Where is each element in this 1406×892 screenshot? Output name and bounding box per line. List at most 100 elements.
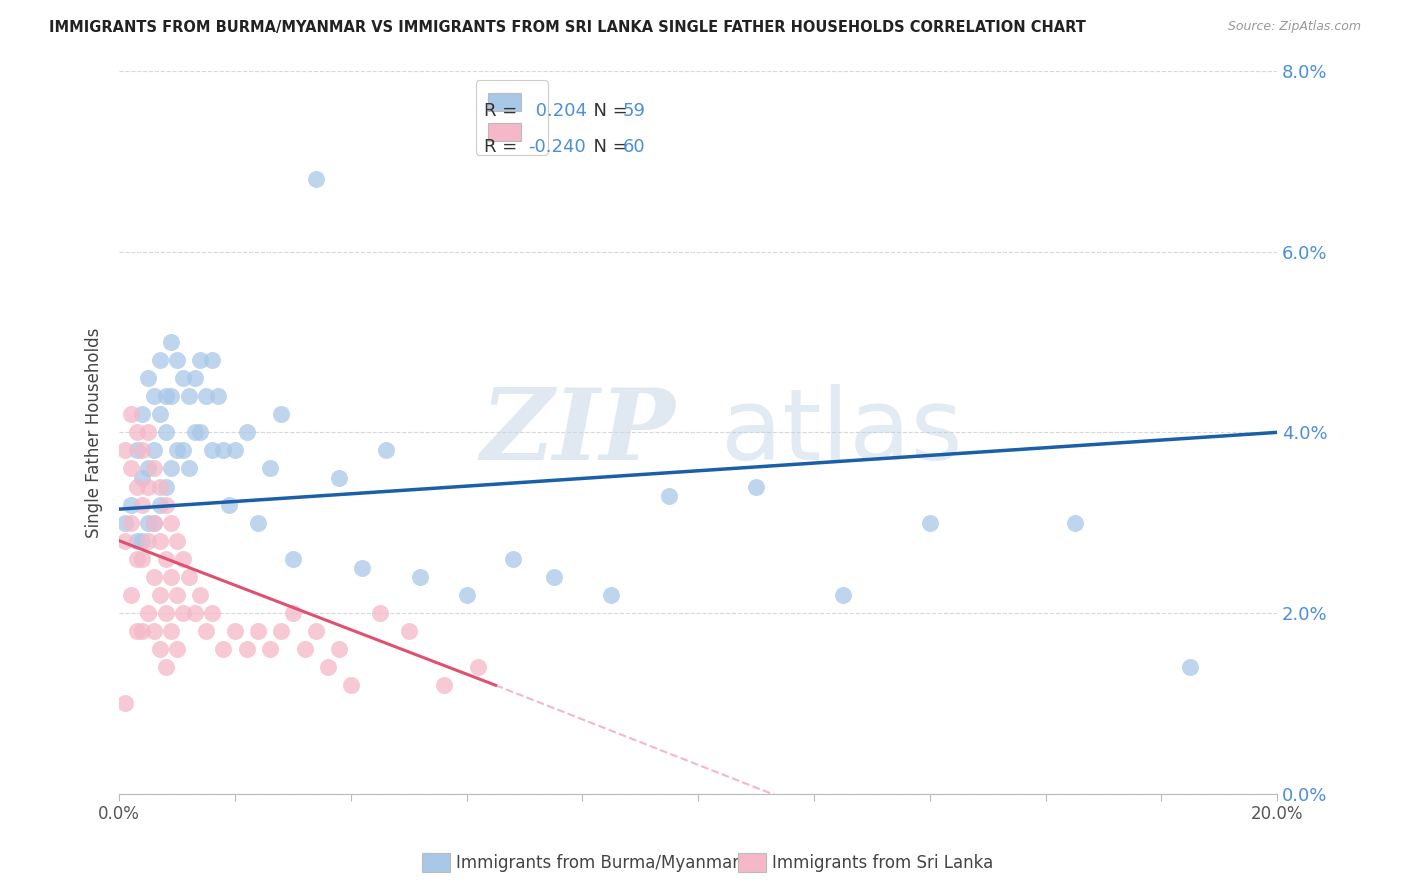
Point [166, 642, 188, 657]
Text: -0.240: -0.240 [529, 138, 586, 156]
Point [149, 479, 172, 493]
Point [125, 443, 148, 458]
Point [125, 533, 148, 548]
Text: 60: 60 [623, 138, 645, 156]
Point [149, 588, 172, 602]
Point [155, 479, 177, 493]
Point [114, 443, 136, 458]
Point [143, 443, 166, 458]
Point [125, 479, 148, 493]
Y-axis label: Single Father Households: Single Father Households [86, 327, 103, 538]
Point [136, 461, 159, 475]
Point [328, 642, 350, 657]
Text: Immigrants from Burma/Myanmar: Immigrants from Burma/Myanmar [456, 854, 738, 871]
Point [166, 533, 188, 548]
Point [114, 533, 136, 548]
Point [155, 606, 177, 620]
Legend: , : , [475, 80, 548, 155]
Point [247, 516, 270, 530]
Point [160, 624, 183, 638]
Point [125, 624, 148, 638]
Point [212, 443, 235, 458]
Point [120, 588, 142, 602]
Point [143, 570, 166, 584]
Point [136, 371, 159, 385]
Point [172, 606, 194, 620]
Point [149, 498, 172, 512]
Text: R =: R = [484, 138, 523, 156]
Point [270, 624, 292, 638]
Point [918, 516, 941, 530]
Point [398, 624, 420, 638]
Point [155, 498, 177, 512]
Point [259, 642, 281, 657]
Point [328, 470, 350, 484]
Point [188, 425, 211, 440]
Point [224, 443, 246, 458]
Point [201, 443, 224, 458]
Point [160, 389, 183, 403]
Point [188, 353, 211, 368]
Point [136, 425, 159, 440]
Point [120, 407, 142, 421]
Point [149, 642, 172, 657]
Point [218, 498, 240, 512]
Point [177, 389, 200, 403]
Point [166, 588, 188, 602]
Point [131, 533, 153, 548]
Text: Immigrants from Sri Lanka: Immigrants from Sri Lanka [772, 854, 993, 871]
Point [235, 425, 257, 440]
Point [155, 389, 177, 403]
Point [125, 551, 148, 566]
Point [745, 479, 768, 493]
Point [155, 660, 177, 674]
Point [467, 660, 489, 674]
Point [502, 551, 524, 566]
Point [368, 606, 391, 620]
Point [305, 624, 328, 638]
Text: 59: 59 [623, 102, 645, 120]
Point [543, 570, 565, 584]
Point [149, 533, 172, 548]
Point [409, 570, 432, 584]
Point [1180, 660, 1202, 674]
Point [149, 407, 172, 421]
Point [136, 533, 159, 548]
Point [120, 461, 142, 475]
Point [120, 498, 142, 512]
Point [224, 624, 246, 638]
Point [600, 588, 623, 602]
Point [136, 516, 159, 530]
Point [131, 470, 153, 484]
Point [316, 660, 339, 674]
Point [143, 516, 166, 530]
Point [149, 353, 172, 368]
Point [177, 461, 200, 475]
Point [195, 389, 218, 403]
Point [432, 678, 454, 692]
Point [155, 551, 177, 566]
Point [143, 516, 166, 530]
Point [456, 588, 478, 602]
Text: N =: N = [582, 138, 634, 156]
Point [201, 353, 224, 368]
Point [131, 624, 153, 638]
Point [120, 516, 142, 530]
Text: 0.204: 0.204 [530, 102, 588, 120]
Point [207, 389, 229, 403]
Point [235, 642, 257, 657]
Point [131, 551, 153, 566]
Point [281, 551, 304, 566]
Point [212, 642, 235, 657]
Point [143, 624, 166, 638]
Point [183, 606, 205, 620]
Point [172, 371, 194, 385]
Point [114, 697, 136, 711]
Text: ZIP: ZIP [479, 384, 675, 481]
Text: R =: R = [484, 102, 523, 120]
Point [131, 407, 153, 421]
Point [177, 570, 200, 584]
Text: N =: N = [582, 102, 634, 120]
Point [259, 461, 281, 475]
Point [374, 443, 396, 458]
